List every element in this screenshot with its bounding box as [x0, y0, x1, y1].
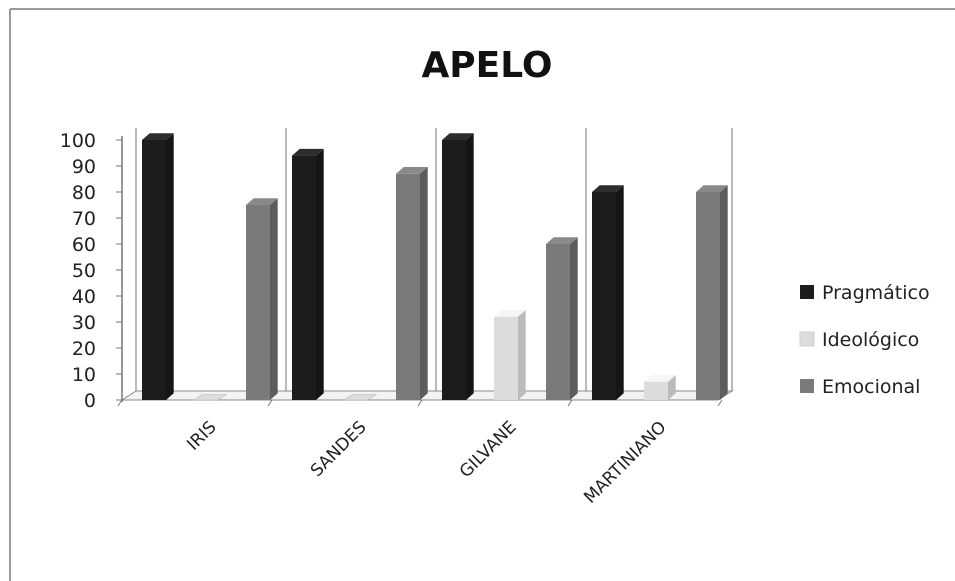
bar-pragmático-sandes	[292, 148, 324, 400]
bar-front	[292, 155, 316, 400]
bar-top	[396, 167, 428, 174]
bar-side	[720, 185, 728, 400]
y-tick-label: 80	[72, 182, 96, 204]
bar-zero-slab	[192, 394, 228, 401]
y-tick-label: 50	[72, 260, 96, 282]
legend-label-0: Pragmático	[822, 282, 930, 304]
bar-front	[592, 192, 616, 400]
category-label-sandes: SANDES	[307, 417, 371, 481]
bar-emocional-gilvane	[546, 237, 578, 400]
bar-front	[142, 140, 166, 400]
x-tick-mark	[567, 399, 573, 407]
legend-label-2: Emocional	[822, 376, 920, 398]
bar-top	[592, 185, 624, 192]
bar-pragmático-iris	[142, 133, 174, 400]
y-tick-label: 20	[72, 338, 96, 360]
bar-side	[518, 310, 526, 400]
bar-top	[442, 133, 474, 140]
bar-pragmático-gilvane	[442, 133, 474, 400]
chart-title: APELO	[421, 45, 552, 86]
x-axis-categories: IRIS SANDES GILVANE MARTINIANO	[183, 417, 670, 507]
bar-emocional-iris	[246, 198, 278, 400]
bar-side	[668, 375, 676, 400]
bar-top	[246, 198, 278, 205]
bar-top	[494, 310, 526, 317]
bar-front	[442, 140, 466, 400]
bar-side	[316, 148, 324, 400]
category-label-gilvane: GILVANE	[456, 417, 521, 482]
bar-front	[696, 192, 720, 400]
bar-top	[546, 237, 578, 244]
y-tick-label: 40	[72, 286, 96, 308]
bar-top	[142, 133, 174, 140]
bar-side	[270, 198, 278, 400]
y-axis-ticks: 0 10 20 30 40 50 60 70 80 90 100	[60, 130, 122, 412]
bar-pragmático-martiniano	[592, 185, 624, 400]
bar-ideológico-martiniano	[644, 375, 676, 400]
x-tick-mark	[717, 399, 723, 407]
bar-ideológico-sandes	[342, 394, 378, 401]
bar-zero-slab	[342, 394, 378, 401]
category-label-martiniano: MARTINIANO	[580, 417, 670, 507]
bar-front	[644, 381, 668, 400]
bar-side	[166, 133, 174, 400]
y-tick-label: 70	[72, 208, 96, 230]
y-tick-label: 90	[72, 156, 96, 178]
bar-emocional-sandes	[396, 167, 428, 400]
y-tick-label: 0	[84, 390, 96, 412]
bar-ideológico-iris	[192, 394, 228, 401]
bar-side	[570, 237, 578, 400]
x-tick-mark	[417, 399, 423, 407]
bar-side	[466, 133, 474, 400]
bar-front	[396, 173, 420, 400]
y-tick-label: 60	[72, 234, 96, 256]
x-tick-mark	[267, 399, 273, 407]
bar-side	[420, 167, 428, 400]
bar-front	[494, 316, 518, 400]
bar-front	[546, 244, 570, 400]
bar-front	[246, 205, 270, 400]
bar-side	[616, 185, 624, 400]
x-tick-mark	[117, 399, 123, 407]
y-tick-label: 10	[72, 364, 96, 386]
bar-top	[644, 375, 676, 382]
category-label-iris: IRIS	[183, 417, 220, 454]
bar-ideológico-gilvane	[494, 310, 526, 400]
y-tick-label: 100	[60, 130, 96, 152]
legend-swatch-1	[799, 331, 815, 347]
legend-label-1: Ideológico	[822, 329, 919, 351]
legend-swatch-2	[800, 379, 814, 393]
bar-emocional-martiniano	[696, 185, 728, 400]
bar-top	[696, 185, 728, 192]
y-tick-label: 30	[72, 312, 96, 334]
legend: Pragmático Ideológico Emocional	[799, 282, 930, 398]
legend-swatch-0	[800, 285, 814, 299]
bars	[142, 133, 728, 401]
bar-top	[292, 148, 324, 156]
